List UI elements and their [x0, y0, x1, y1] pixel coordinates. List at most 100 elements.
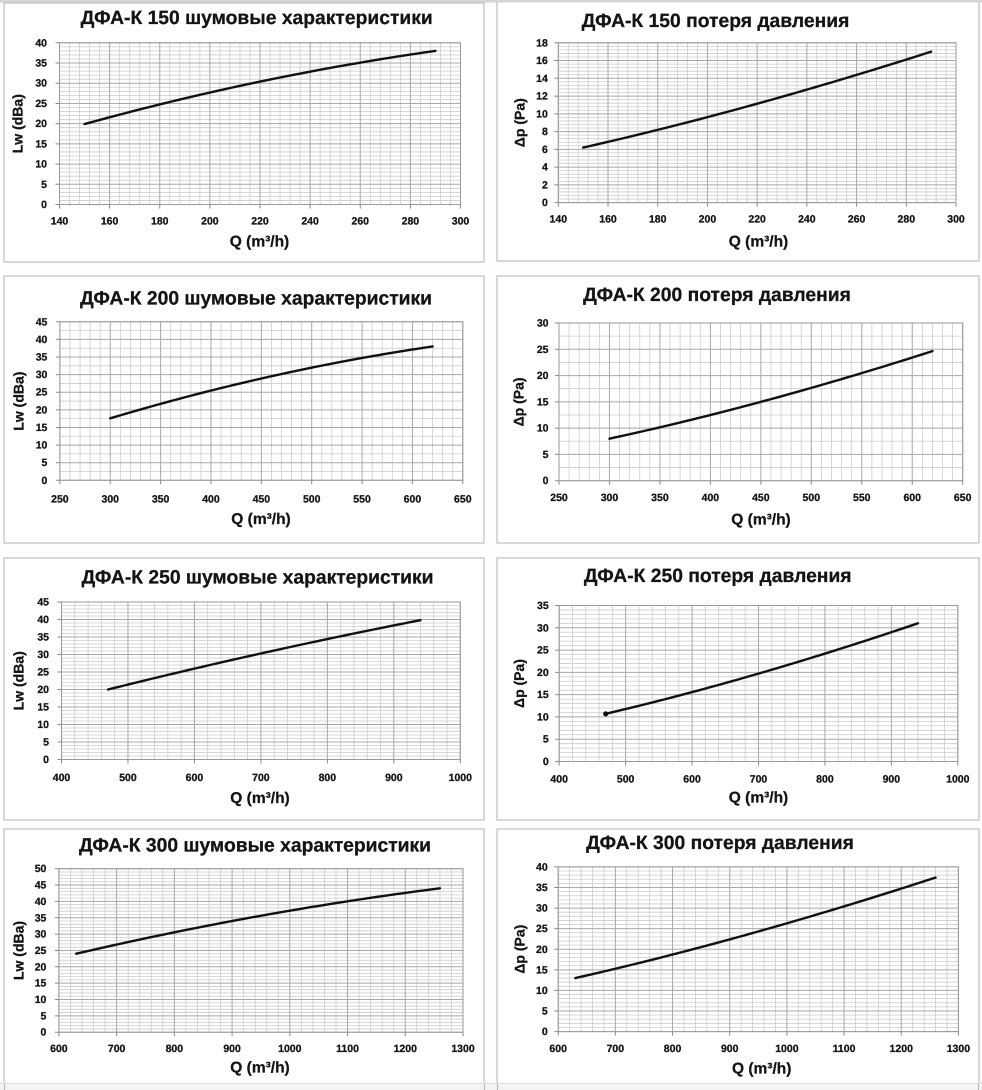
- svg-text:1100: 1100: [336, 1043, 359, 1055]
- svg-text:12: 12: [536, 91, 548, 103]
- svg-text:Q (m³/h): Q (m³/h): [729, 234, 788, 251]
- svg-text:20: 20: [36, 404, 48, 416]
- svg-text:280: 280: [402, 216, 420, 228]
- svg-text:800: 800: [166, 1043, 184, 1055]
- svg-text:20: 20: [35, 961, 47, 973]
- svg-text:700: 700: [252, 772, 270, 784]
- svg-text:10: 10: [537, 423, 549, 435]
- svg-text:20: 20: [37, 684, 49, 696]
- svg-text:2: 2: [542, 179, 548, 191]
- svg-text:Q (m³/h): Q (m³/h): [230, 234, 289, 251]
- svg-text:10: 10: [37, 719, 49, 731]
- svg-text:35: 35: [36, 352, 48, 364]
- svg-text:0: 0: [42, 475, 48, 487]
- svg-text:1000: 1000: [449, 772, 473, 784]
- svg-text:140: 140: [550, 214, 568, 226]
- svg-text:25: 25: [36, 387, 48, 399]
- svg-text:260: 260: [848, 214, 866, 226]
- svg-text:240: 240: [798, 214, 816, 226]
- svg-text:30: 30: [35, 78, 47, 90]
- svg-text:Δp (Pa): Δp (Pa): [510, 377, 526, 426]
- svg-text:500: 500: [119, 772, 137, 784]
- svg-text:500: 500: [303, 494, 321, 506]
- svg-text:30: 30: [536, 903, 548, 915]
- svg-text:ДФА-К 150 шумовые характеристи: ДФА-К 150 шумовые характеристики: [81, 8, 433, 29]
- svg-text:ДФА-К 250 шумовые характеристи: ДФА-К 250 шумовые характеристики: [81, 568, 433, 589]
- svg-text:400: 400: [53, 772, 71, 784]
- svg-text:Q (m³/h): Q (m³/h): [231, 511, 290, 528]
- svg-text:25: 25: [35, 98, 47, 110]
- svg-text:220: 220: [251, 216, 269, 228]
- svg-text:10: 10: [35, 994, 47, 1006]
- svg-text:15: 15: [537, 689, 549, 701]
- svg-text:40: 40: [35, 37, 47, 49]
- svg-text:800: 800: [664, 1043, 682, 1055]
- svg-text:1300: 1300: [451, 1043, 475, 1055]
- svg-text:10: 10: [36, 440, 48, 452]
- svg-text:1200: 1200: [890, 1043, 914, 1055]
- svg-text:450: 450: [253, 494, 271, 506]
- svg-text:600: 600: [549, 1043, 567, 1055]
- svg-text:180: 180: [151, 216, 169, 228]
- svg-text:35: 35: [37, 632, 49, 644]
- svg-text:5: 5: [543, 734, 549, 746]
- svg-text:Lw (dBa): Lw (dBa): [9, 94, 25, 153]
- svg-text:260: 260: [351, 216, 369, 228]
- svg-text:4: 4: [542, 162, 548, 174]
- svg-text:600: 600: [683, 774, 701, 786]
- svg-text:300: 300: [452, 216, 470, 228]
- svg-text:650: 650: [954, 492, 972, 504]
- svg-text:30: 30: [537, 622, 549, 634]
- svg-text:350: 350: [651, 492, 669, 504]
- svg-text:18: 18: [536, 37, 548, 49]
- svg-text:140: 140: [51, 216, 69, 228]
- svg-text:Δp (Pa): Δp (Pa): [512, 925, 528, 974]
- svg-text:160: 160: [101, 216, 119, 228]
- svg-text:1300: 1300: [947, 1043, 971, 1055]
- svg-text:45: 45: [35, 880, 47, 892]
- svg-text:650: 650: [454, 494, 472, 506]
- svg-text:900: 900: [883, 774, 901, 786]
- svg-text:ДФА-К 300 потеря давления: ДФА-К 300 потеря давления: [586, 833, 854, 854]
- svg-text:Lw (dBa): Lw (dBa): [10, 651, 26, 710]
- svg-text:220: 220: [748, 214, 766, 226]
- svg-text:25: 25: [537, 645, 549, 657]
- svg-text:ДФА-К 200 шумовые характеристи: ДФА-К 200 шумовые характеристики: [80, 289, 432, 310]
- svg-text:600: 600: [186, 772, 204, 784]
- svg-text:250: 250: [51, 494, 69, 506]
- svg-text:600: 600: [50, 1043, 68, 1055]
- svg-text:15: 15: [36, 422, 48, 434]
- svg-text:0: 0: [543, 756, 549, 768]
- svg-text:Q (m³/h): Q (m³/h): [732, 1061, 791, 1078]
- svg-text:900: 900: [721, 1043, 739, 1055]
- svg-text:15: 15: [35, 138, 47, 150]
- svg-text:0: 0: [542, 1026, 548, 1038]
- svg-text:550: 550: [353, 494, 371, 506]
- svg-text:35: 35: [35, 58, 47, 70]
- svg-text:500: 500: [617, 774, 635, 786]
- svg-text:280: 280: [898, 214, 916, 226]
- svg-text:0: 0: [43, 754, 49, 766]
- svg-text:900: 900: [223, 1043, 241, 1055]
- svg-text:50: 50: [35, 863, 47, 875]
- svg-text:700: 700: [750, 774, 768, 786]
- svg-text:10: 10: [536, 985, 548, 997]
- svg-text:35: 35: [536, 882, 548, 894]
- svg-text:40: 40: [35, 896, 47, 908]
- svg-text:1000: 1000: [775, 1043, 799, 1055]
- svg-text:20: 20: [537, 370, 549, 382]
- svg-text:5: 5: [542, 1006, 548, 1018]
- svg-text:700: 700: [108, 1043, 126, 1055]
- svg-text:15: 15: [537, 396, 549, 408]
- svg-text:500: 500: [803, 492, 821, 504]
- svg-text:300: 300: [601, 492, 619, 504]
- svg-text:800: 800: [816, 774, 834, 786]
- svg-text:40: 40: [536, 861, 548, 873]
- svg-text:ДФА-К 250 потеря давления: ДФА-К 250 потеря давления: [584, 566, 852, 587]
- svg-text:5: 5: [41, 1010, 47, 1022]
- svg-text:15: 15: [536, 964, 548, 976]
- svg-text:700: 700: [607, 1043, 625, 1055]
- svg-text:600: 600: [903, 492, 921, 504]
- svg-text:Q (m³/h): Q (m³/h): [230, 1060, 289, 1077]
- svg-text:8: 8: [542, 126, 548, 138]
